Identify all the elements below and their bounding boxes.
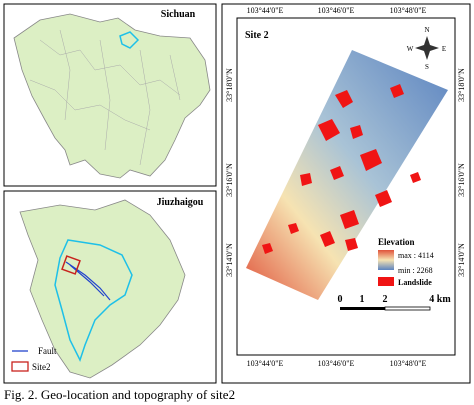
landslides <box>262 84 421 254</box>
label: 103°44'0"E <box>247 6 284 15</box>
county-map <box>19 199 186 379</box>
label: 33°16'0"N <box>457 163 466 197</box>
label: 0 <box>338 294 343 305</box>
label: 33°18'0"N <box>457 68 466 102</box>
sichuan-map <box>13 13 211 179</box>
district-lines <box>29 29 181 166</box>
jiuzhaigou-outline <box>119 31 140 49</box>
legend-label: Site2 <box>32 362 51 372</box>
label: 1 <box>360 294 365 305</box>
scale-bar: 0 1 2 4 km <box>338 294 451 311</box>
label: 33°14'0"N <box>457 243 466 277</box>
elevation-raster <box>246 50 448 300</box>
latitude-labels: 33°18'0"N 33°16'0"N 33°14'0"N 33°18'0"N … <box>225 68 466 277</box>
legend-label: Fault <box>38 346 57 356</box>
site2-box <box>61 255 81 275</box>
label: 4 km <box>429 294 451 305</box>
reserve-outline <box>54 239 133 362</box>
label: 103°48'0"E <box>390 359 427 368</box>
label: N <box>424 26 429 34</box>
label: Landslide <box>398 278 432 287</box>
label: 103°46'0"E <box>318 6 355 15</box>
label: 103°44'0"E <box>247 359 284 368</box>
label: min : 2268 <box>398 266 433 275</box>
label: 103°46'0"E <box>318 359 355 368</box>
label: E <box>442 45 446 53</box>
label: max : 4114 <box>398 251 434 260</box>
label: 103°48'0"E <box>390 6 427 15</box>
panel-title: Jiuzhaigou <box>157 197 204 208</box>
label: Elevation <box>378 237 415 247</box>
site-panel: Site 2 N S E W 103°44'0"E 103°46'0"E 103… <box>221 3 471 384</box>
longitude-labels: 103°44'0"E 103°46'0"E 103°48'0"E 103°44'… <box>247 6 427 368</box>
sichuan-panel: Sichuan <box>3 3 217 187</box>
label: 2 <box>383 294 388 305</box>
map-title: Site 2 <box>245 30 269 41</box>
label: W <box>407 45 414 53</box>
label: 33°16'0"N <box>225 163 234 197</box>
panel-title: Sichuan <box>161 9 196 20</box>
map-legend: Elevation max : 4114 min : 2268 Landslid… <box>378 237 434 287</box>
label: S <box>425 63 429 71</box>
legend-site-symbol <box>11 361 29 372</box>
jiuzhaigou-panel: Fault Site2 Jiuzhaigou <box>3 190 217 384</box>
caption: Fig. 2. Geo-location and topography of s… <box>4 387 235 402</box>
compass: N S E W <box>407 26 446 71</box>
label: 33°14'0"N <box>225 243 234 277</box>
label: 33°18'0"N <box>225 68 234 102</box>
